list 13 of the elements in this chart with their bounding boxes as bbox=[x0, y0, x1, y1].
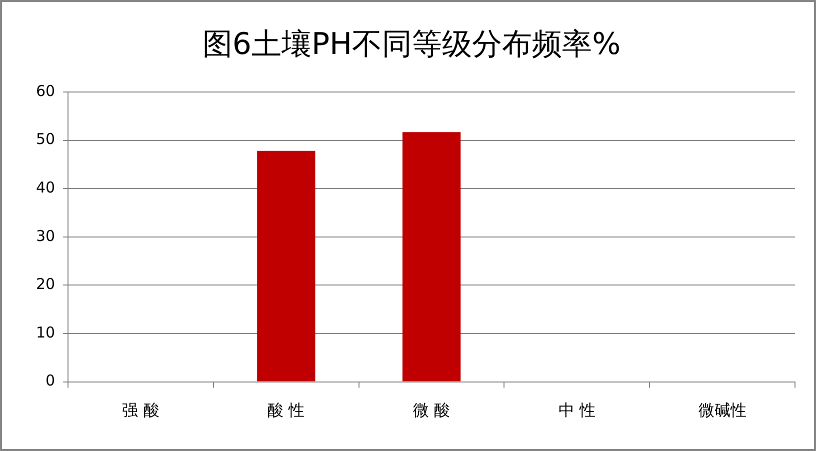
chart-title: 图6土壤PH不同等级分布频率% bbox=[202, 26, 621, 62]
x-tick-label: 微碱性 bbox=[698, 400, 746, 420]
x-tick-label: 酸 性 bbox=[268, 400, 305, 420]
x-tick-label: 中 性 bbox=[558, 400, 596, 420]
y-tick-label: 30 bbox=[36, 226, 56, 245]
y-tick-label: 60 bbox=[36, 82, 56, 100]
x-tick-label: 微 酸 bbox=[412, 400, 450, 420]
y-tick-label: 10 bbox=[36, 323, 56, 342]
y-tick-label: 0 bbox=[46, 372, 56, 390]
x-tick-label: 强 酸 bbox=[122, 400, 160, 420]
y-tick-label: 40 bbox=[36, 178, 56, 196]
y-tick-label: 20 bbox=[36, 275, 56, 294]
y-tick-label: 50 bbox=[36, 130, 56, 148]
